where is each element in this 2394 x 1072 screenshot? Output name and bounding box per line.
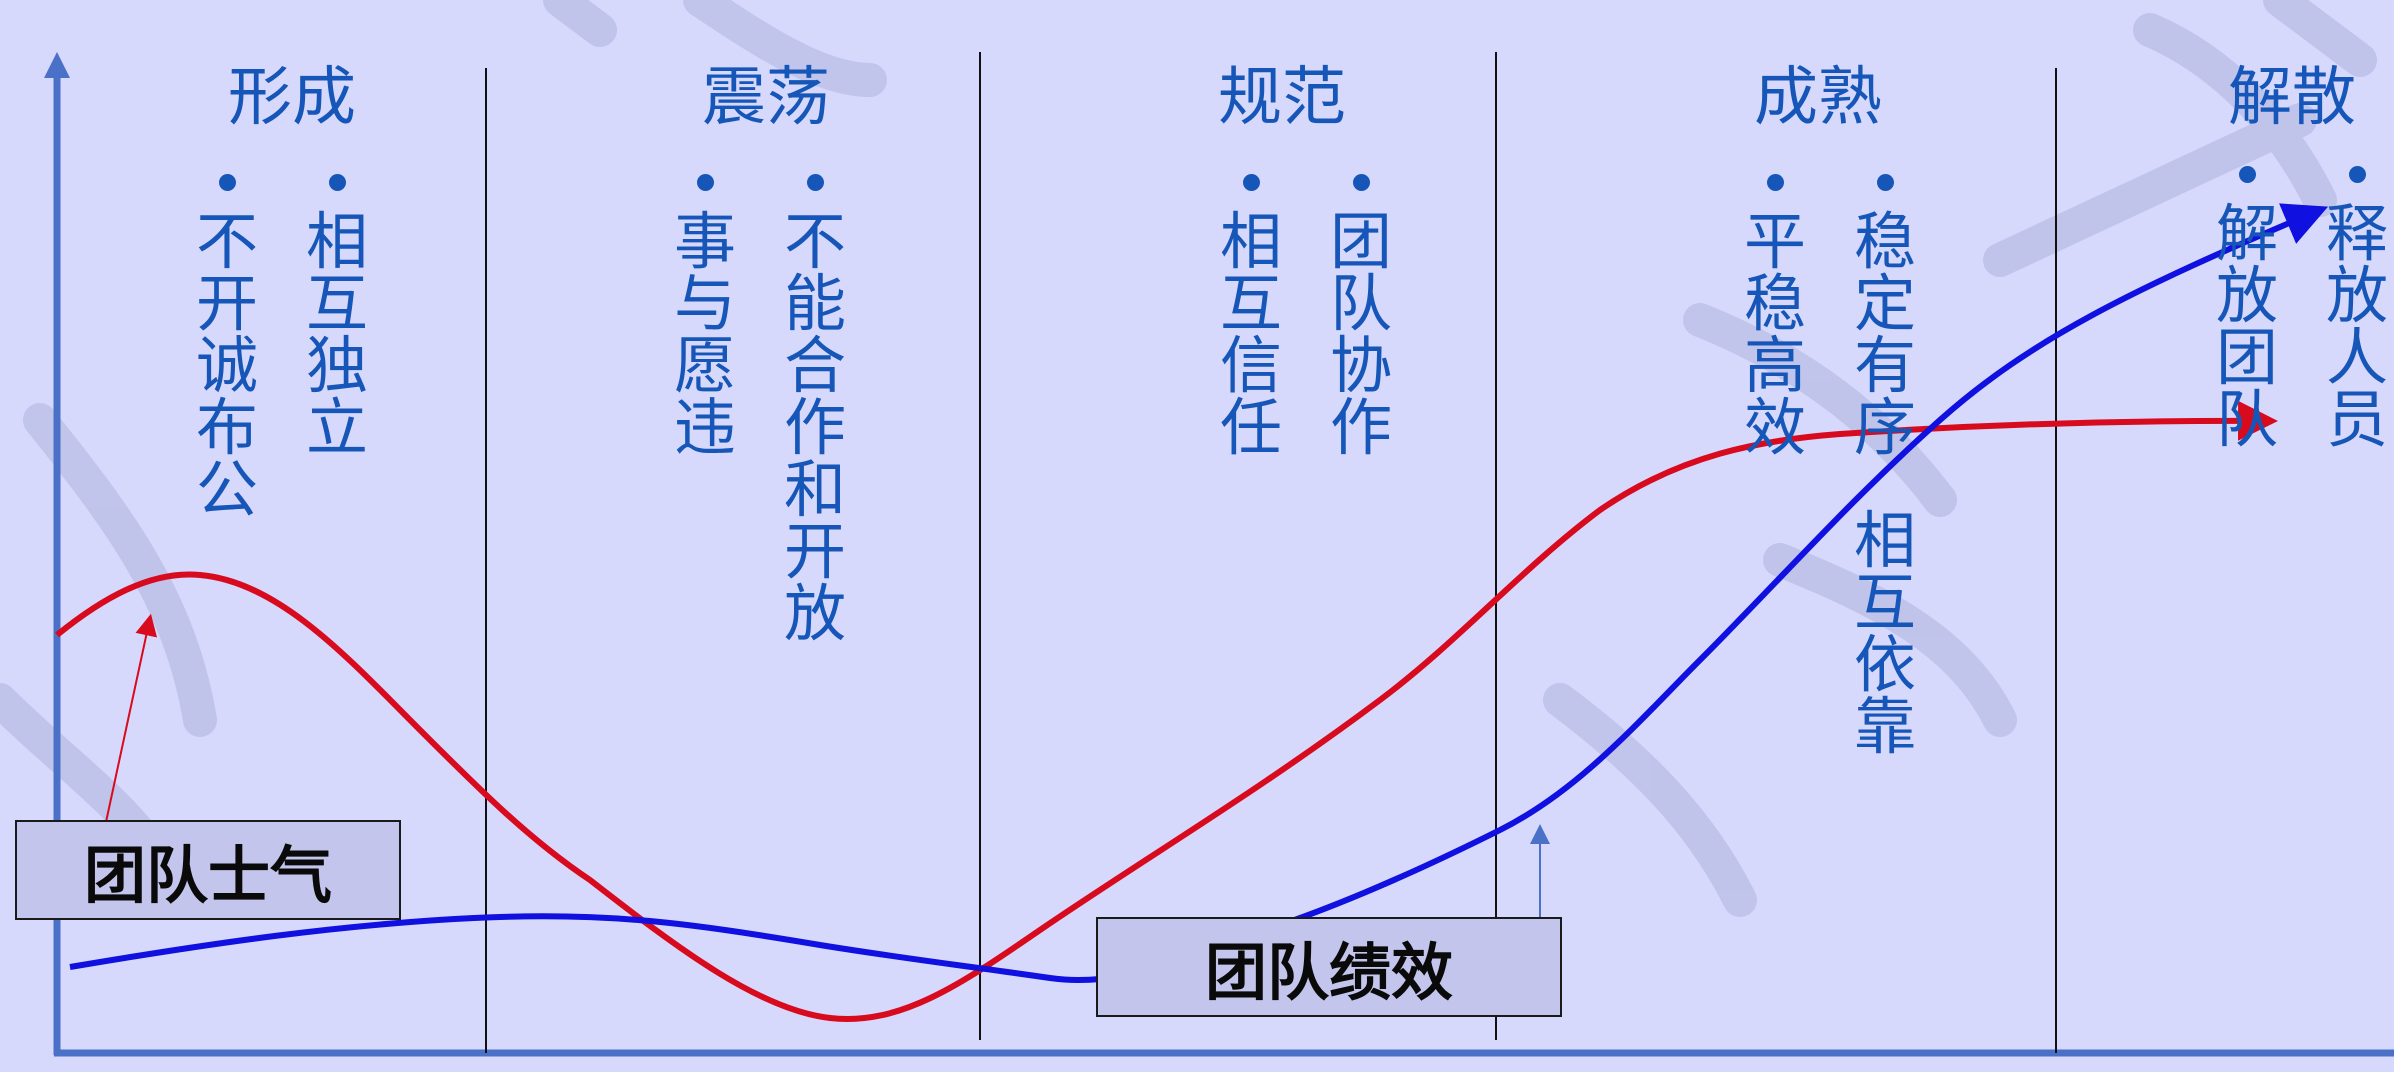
stage-item-text: 不开诚布公 <box>196 205 259 526</box>
stage-item-text: 相互独立 <box>306 205 369 464</box>
bullet-icon <box>806 174 824 191</box>
watermark <box>0 0 2377 917</box>
stage-item-text: 不能合作和开放 <box>784 205 847 650</box>
stage-item: 相互依靠 <box>1854 510 1916 758</box>
y-axis-arrow-icon <box>44 52 70 78</box>
stage-item: 不能合作和开放 <box>784 174 846 645</box>
stage-item-text: 平稳高效 <box>1744 205 1807 464</box>
stage-item: 相互独立 <box>306 174 368 459</box>
stage-item-text: 稳定有序 <box>1854 205 1917 464</box>
bullet-icon <box>2348 166 2366 183</box>
stage-item: 团队协作 <box>1330 174 1392 459</box>
morale-curve <box>55 400 2278 1022</box>
morale-pointer-arrow <box>105 613 158 823</box>
stage-item-text: 相互依靠 <box>1854 504 1917 763</box>
stage-item-text: 释放人员 <box>2326 197 2389 456</box>
bullet-icon <box>2238 166 2256 183</box>
stage-item: 平稳高效 <box>1744 174 1806 459</box>
stage-dividers <box>485 52 2057 1053</box>
morale-label: 团队士气 <box>15 820 401 920</box>
performance-label: 团队绩效 <box>1096 917 1562 1017</box>
stage-title-performing: 成熟 <box>1754 61 1882 135</box>
stage-title-norming: 规范 <box>1218 61 1346 135</box>
stage-title-forming: 形成 <box>228 61 356 135</box>
stage-title-adjourning: 解散 <box>2228 61 2356 135</box>
stage-item: 释放人员 <box>2326 166 2388 451</box>
stage-item-text: 事与愿违 <box>674 205 737 464</box>
bullet-icon <box>218 174 236 191</box>
stage-item: 不开诚布公 <box>196 174 258 521</box>
performance-curve <box>69 203 2329 984</box>
stage-item: 相互信任 <box>1220 174 1282 459</box>
stage-item: 稳定有序 <box>1854 174 1916 459</box>
bullet-icon <box>1242 174 1260 191</box>
stage-item: 事与愿违 <box>674 174 736 459</box>
bullet-icon <box>1876 174 1894 191</box>
stage-item: 解放团队 <box>2216 166 2278 451</box>
stage-item-text: 解放团队 <box>2216 197 2279 456</box>
stage-item-text: 相互信任 <box>1220 205 1283 464</box>
bullet-icon <box>328 174 346 191</box>
bullet-icon <box>1766 174 1784 191</box>
stage-title-storming: 震荡 <box>702 61 830 135</box>
bullet-icon <box>696 174 714 191</box>
bullet-icon <box>1352 174 1370 191</box>
stage-item-text: 团队协作 <box>1330 205 1393 464</box>
